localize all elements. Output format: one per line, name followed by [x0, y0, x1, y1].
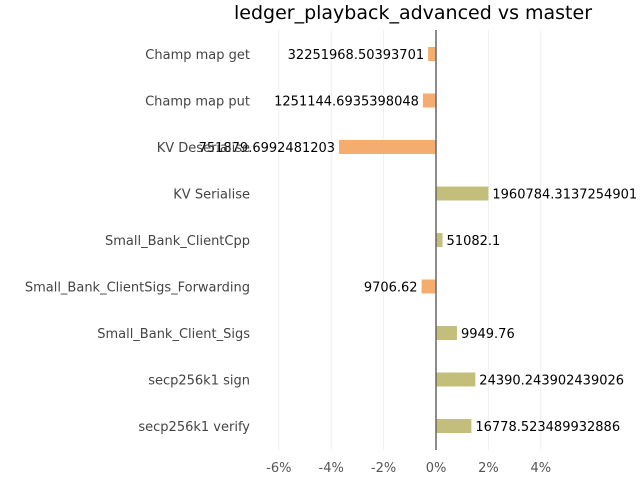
data-label: 9949.76 — [461, 327, 515, 342]
chart-title: ledger_playback_advanced vs master — [234, 2, 592, 24]
bar — [421, 279, 436, 294]
bar — [428, 47, 436, 61]
data-label: 32251968.50393701 — [288, 48, 424, 63]
x-tick-label: -4% — [319, 461, 344, 476]
data-label: 9706.62 — [364, 281, 418, 296]
category-labels: Champ map get Champ map put KV Deserialise… — [25, 48, 250, 435]
data-label: 51082.1 — [447, 234, 501, 249]
data-labels: 32251968.50393701 1251144.6935398048 75187… — [199, 48, 638, 435]
bar — [436, 372, 476, 387]
bar — [436, 419, 472, 433]
bar — [436, 326, 457, 340]
x-tick-label: -2% — [371, 461, 396, 476]
x-tick-labels: -6% -4% -2% 0% 2% 4% — [266, 461, 551, 476]
data-label: 751879.6992481203 — [199, 141, 335, 156]
bar — [339, 140, 436, 154]
bar — [422, 93, 436, 108]
category-label: KV Serialise — [173, 188, 250, 203]
bars — [339, 47, 489, 433]
data-label: 16778.523489932886 — [475, 420, 620, 435]
category-label: Small_Bank_Client_Sigs — [97, 327, 250, 342]
category-label: Champ map put — [145, 95, 250, 110]
x-tick-label: 4% — [530, 461, 551, 476]
bar — [436, 186, 489, 201]
category-label: secp256k1 sign — [148, 374, 250, 389]
category-label: secp256k1 verify — [138, 420, 250, 435]
data-label: 24390.243902439026 — [479, 374, 624, 389]
bar — [436, 233, 443, 247]
category-label: Small_Bank_ClientSigs_Forwarding — [25, 281, 250, 296]
x-tick-label: -6% — [266, 461, 291, 476]
data-label: 1960784.3137254901 — [492, 188, 637, 203]
category-label: KV Deserialise — [157, 141, 250, 156]
category-label: Small_Bank_ClientCpp — [105, 234, 250, 249]
category-label: Champ map get — [145, 48, 250, 63]
data-label: 1251144.6935398048 — [274, 95, 419, 110]
x-tick-label: 2% — [478, 461, 499, 476]
grid-lines — [278, 30, 542, 450]
x-tick-label: 0% — [426, 461, 447, 476]
